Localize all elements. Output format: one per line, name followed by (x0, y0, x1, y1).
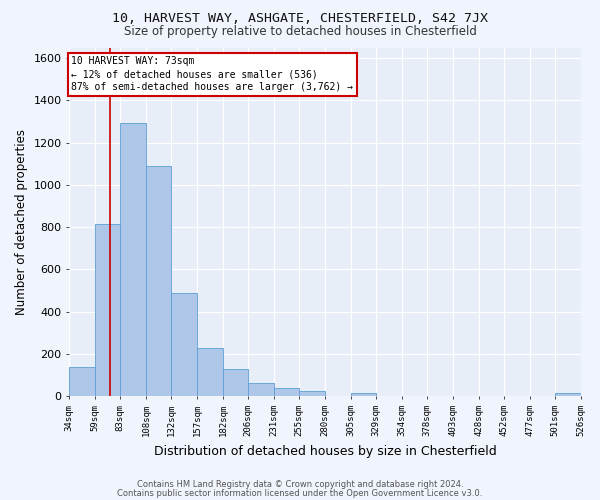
Y-axis label: Number of detached properties: Number of detached properties (15, 129, 28, 315)
Text: Size of property relative to detached houses in Chesterfield: Size of property relative to detached ho… (124, 25, 476, 38)
Bar (274, 388, 299, 396)
Bar (95, 224, 120, 396)
Bar (120, 122, 146, 396)
Bar (171, 292, 197, 397)
Bar (223, 369, 248, 396)
Bar (146, 166, 171, 396)
Bar (351, 393, 376, 396)
Bar (299, 390, 325, 396)
Bar (70, 366, 95, 396)
Text: Contains public sector information licensed under the Open Government Licence v3: Contains public sector information licen… (118, 489, 482, 498)
Bar (248, 382, 274, 396)
Text: 10 HARVEST WAY: 73sqm
← 12% of detached houses are smaller (536)
87% of semi-det: 10 HARVEST WAY: 73sqm ← 12% of detached … (71, 56, 353, 92)
Text: 10, HARVEST WAY, ASHGATE, CHESTERFIELD, S42 7JX: 10, HARVEST WAY, ASHGATE, CHESTERFIELD, … (112, 12, 488, 26)
X-axis label: Distribution of detached houses by size in Chesterfield: Distribution of detached houses by size … (154, 444, 496, 458)
Bar (554, 393, 581, 396)
Bar (197, 348, 223, 397)
Text: Contains HM Land Registry data © Crown copyright and database right 2024.: Contains HM Land Registry data © Crown c… (137, 480, 463, 489)
